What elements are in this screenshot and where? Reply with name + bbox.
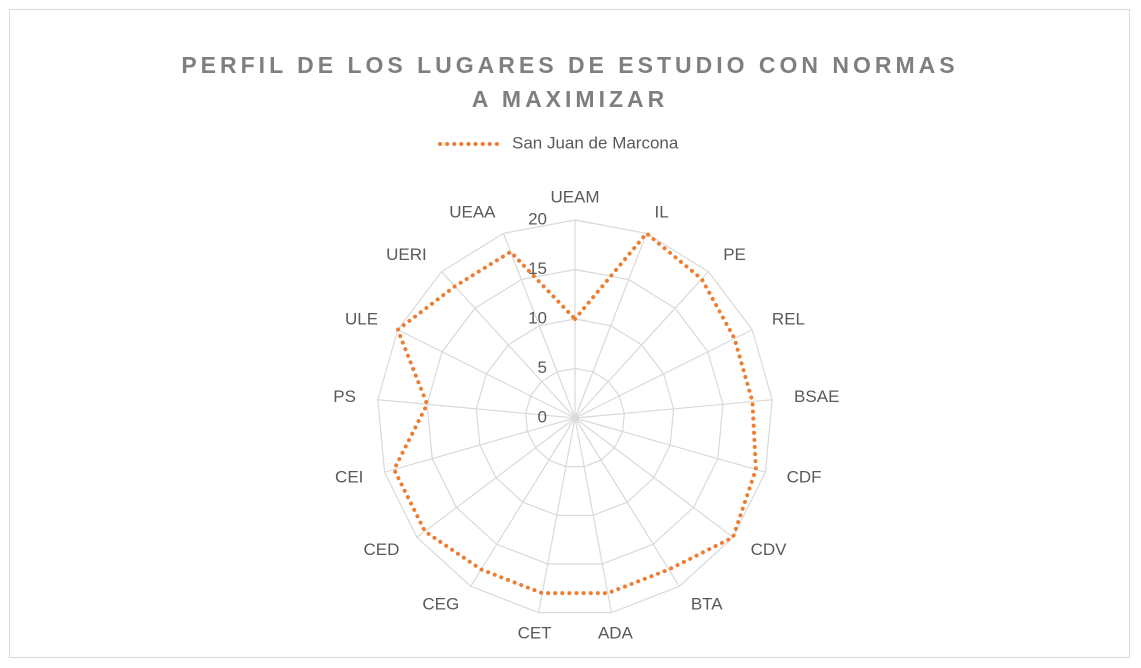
spoke [574,271,709,419]
spoke [574,233,648,419]
spoke [574,417,612,613]
spoke [441,271,576,419]
r-tick-label: 5 [538,358,547,377]
category-label: BTA [691,595,723,614]
r-tick-label: 0 [538,407,547,426]
category-label: UERI [386,245,427,264]
spoke [502,233,576,419]
spoke [377,399,576,419]
category-label: PE [723,245,746,264]
spoke [574,417,734,538]
spoke [574,329,753,419]
category-label: REL [772,309,805,328]
grid-ring [426,268,724,565]
category-label: ADA [598,624,634,643]
r-tick-label: 10 [528,308,547,327]
category-label: CDV [751,540,788,559]
legend-label: San Juan de Marcona [512,133,679,152]
grid-ring [475,318,675,516]
grid-ring [525,367,625,468]
spoke [397,329,576,419]
spoke [574,417,680,587]
spoke [470,417,576,587]
category-label: CEG [422,595,459,614]
r-tick-label: 20 [528,209,547,228]
spoke [574,417,766,473]
category-label: UEAA [449,202,496,221]
category-label: PS [333,387,356,406]
chart-frame [9,9,1130,658]
series-line [391,230,758,596]
chart-title: PERFIL DE LOS LUGARES DE ESTUDIO CON NOR… [181,52,959,112]
spoke [384,417,576,473]
grid-ring [377,219,773,614]
category-label: ULE [345,309,378,328]
category-label: IL [654,202,668,221]
category-label: CED [364,540,400,559]
r-tick-label: 15 [528,259,547,278]
category-label: CET [518,624,552,643]
spoke [416,417,576,538]
category-label: CDF [787,468,822,487]
spoke [574,399,773,419]
category-label: BSAE [794,387,839,406]
category-label: CEI [335,468,363,487]
category-label: UEAM [550,187,599,206]
spoke [538,417,576,613]
